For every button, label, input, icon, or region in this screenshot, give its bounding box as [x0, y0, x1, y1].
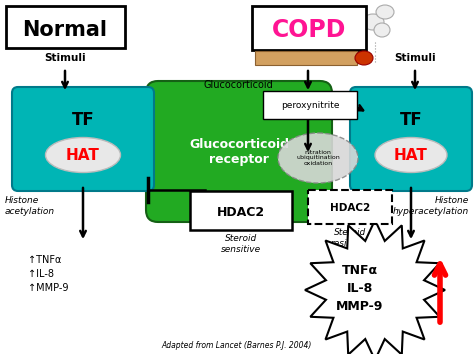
Text: Stimuli: Stimuli [44, 53, 86, 63]
Ellipse shape [375, 137, 447, 172]
FancyBboxPatch shape [146, 81, 332, 222]
Text: peroxynitrite: peroxynitrite [281, 102, 339, 110]
FancyBboxPatch shape [6, 6, 125, 48]
Text: Histone
acetylation: Histone acetylation [5, 196, 55, 216]
Ellipse shape [376, 5, 394, 19]
Text: Adapted from Lancet (Barnes P.J. 2004): Adapted from Lancet (Barnes P.J. 2004) [162, 342, 312, 350]
Text: Histone
hyperacetylation: Histone hyperacetylation [393, 196, 469, 216]
Polygon shape [305, 220, 445, 354]
Text: Glucocorticoid
receptor: Glucocorticoid receptor [189, 137, 289, 166]
Ellipse shape [355, 51, 373, 65]
Text: ↑TNFα
↑IL-8
↑MMP-9: ↑TNFα ↑IL-8 ↑MMP-9 [28, 255, 69, 293]
Ellipse shape [362, 14, 384, 30]
FancyBboxPatch shape [12, 87, 154, 191]
Text: TF: TF [400, 111, 422, 129]
FancyBboxPatch shape [190, 191, 292, 230]
Text: HAT: HAT [394, 148, 428, 162]
Text: HDAC2: HDAC2 [217, 206, 265, 218]
Ellipse shape [374, 23, 390, 37]
Text: Normal: Normal [22, 20, 108, 40]
Text: Steroid
sensitive: Steroid sensitive [221, 234, 261, 254]
Ellipse shape [278, 133, 358, 183]
Text: Steroid
resistant: Steroid resistant [330, 228, 370, 248]
Text: Stimuli: Stimuli [394, 53, 436, 63]
Text: TF: TF [72, 111, 94, 129]
Text: TNFα
IL-8
MMP-9: TNFα IL-8 MMP-9 [337, 263, 383, 313]
Text: HAT: HAT [66, 148, 100, 162]
FancyBboxPatch shape [255, 51, 357, 65]
Text: COPD: COPD [272, 18, 346, 42]
FancyBboxPatch shape [350, 87, 472, 191]
FancyBboxPatch shape [252, 6, 366, 50]
FancyBboxPatch shape [308, 190, 392, 224]
Text: Glucocorticoid: Glucocorticoid [203, 80, 273, 90]
Ellipse shape [46, 137, 120, 172]
FancyBboxPatch shape [263, 91, 357, 119]
Text: HDAC2: HDAC2 [330, 203, 370, 213]
Text: nitration
ubiquitination
oxidation: nitration ubiquitination oxidation [296, 150, 340, 166]
